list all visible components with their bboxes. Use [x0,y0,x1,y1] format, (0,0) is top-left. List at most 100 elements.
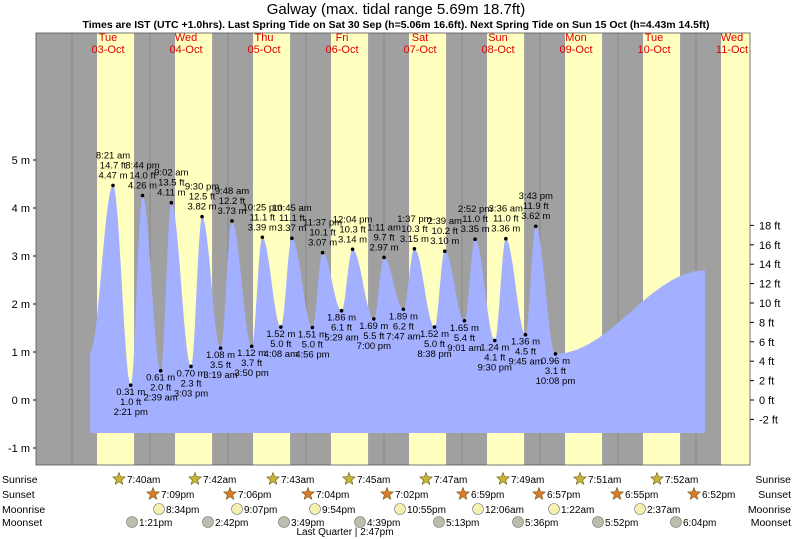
day-name-label: Tue [99,32,118,44]
tide-label: 13.5 ft [158,178,185,189]
row-time: 7:40am [127,475,160,486]
tide-label: 4.5 ft [515,347,536,358]
sunrise-icon [496,471,510,485]
tide-point [128,383,133,387]
row-time: 7:45am [357,475,390,486]
row-label-left: Sunset [2,489,35,501]
tide-label: 1.12 m [237,348,266,359]
row-time: 7:02pm [395,490,428,501]
row-time: 4:39pm [367,518,400,529]
tide-curve [90,185,705,433]
right-tick-label: 14 ft [759,259,780,271]
row-label-right: Sunrise [755,474,791,486]
tide-label: 9.7 ft [374,232,395,243]
tide-label: 11.1 ft [279,213,305,224]
tide-point [523,332,528,337]
tide-point [111,183,115,188]
row-time: 5:13pm [446,518,479,529]
tide-label: 3:36 am [489,204,523,215]
day-name-label: Sat [412,32,429,44]
tide-label: 1.08 m [206,350,235,361]
tide-label: 14.0 ft [129,171,156,182]
day-date-label: 03-Oct [91,44,124,56]
tide-label: 1.89 m [389,311,418,322]
axis-ticks: -1 m 0 m 1 m 2 m 3 m 4 m 5 m -2 ft 0 ft 2 ft 4 ft 6… [8,155,780,455]
tide-label: 11.1 ft [249,212,275,223]
tide-point [189,364,193,369]
right-tick-label: 16 ft [759,240,780,252]
moonrise-icon [634,503,646,515]
day-name-label: Sun [488,32,508,44]
tide-point [290,236,294,241]
day-date-label: 07-Oct [403,44,436,56]
day-date-label: 11-Oct [716,44,748,56]
tide-label: 7:47 am [386,331,420,342]
tide-label: 3.7 ft [241,358,262,369]
tide-label: 4.26 m [128,181,157,192]
tide-label: 14.7 ft [100,160,127,171]
row-time: 7:51am [588,475,621,486]
tide-label: 9:01 am [447,343,481,354]
moonrise-icon [394,503,406,515]
moonrise-icon [472,503,484,515]
tide-point [200,214,204,219]
row-time: 6:52pm [702,490,735,501]
tide-label: 2:21 pm [114,407,148,418]
day-name-label: Wed [721,32,743,44]
moonset-icon [202,516,214,528]
tide-point [158,368,163,373]
tide-label: 3.07 m [308,238,337,249]
tide-point [310,325,315,330]
sunset-icon [301,486,315,500]
tide-label: 3.5 ft [210,360,231,371]
tide-label: 12:04 pm [333,214,373,225]
moonset-icon [512,516,524,528]
tide-label: 10:45 am [272,203,312,214]
row-time: 6:55pm [625,490,658,501]
right-tick-label: 8 ft [759,317,774,329]
row-time: 8:34pm [166,505,199,516]
tide-label: 1:37 pm [397,214,431,225]
tide-label: 0.70 m [176,368,205,379]
tide-label: 4.1 ft [484,352,505,363]
tide-label: 3:50 pm [235,368,269,379]
tide-label: 5:29 am [324,333,358,344]
tide-label: 5.4 ft [454,333,475,344]
right-tick-label: 10 ft [759,298,780,310]
row-time: 6:57pm [547,490,580,501]
tide-point [260,235,265,240]
tide-label: 2:39 am [144,393,178,404]
row-time: 7:43am [281,475,314,486]
day-date-label: 06-Oct [325,44,358,56]
tide-label: 2:52 pm [458,204,492,215]
day-name-label: Fri [336,32,349,44]
tide-point [339,308,344,313]
tide-label: 10.1 ft [309,228,336,239]
sunset-icon [610,486,624,500]
row-time: 1:22am [561,505,594,516]
tide-label: 8:21 am [96,150,130,161]
right-tick-label: 4 ft [759,356,774,368]
day-date-label: 10-Oct [637,44,670,56]
tide-point [320,250,325,255]
tide-label: 6.1 ft [331,323,352,334]
moonset-icon [592,516,604,528]
tide-point [553,352,558,356]
moon-phase-label: Last Quarter | 2:47pm [296,527,393,538]
row-label-right: Sunset [758,489,791,501]
row-label-left: Sunrise [2,474,38,486]
day-date-label: 09-Oct [559,44,592,56]
tide-label: 1.52 m [266,329,295,340]
sunset-icon [687,486,701,500]
row-time: 5:36pm [525,518,558,529]
left-tick-label: 1 m [12,347,30,359]
tide-label: 6.2 ft [393,321,414,332]
tide-label: 2.3 ft [180,378,201,389]
tide-label: 0.31 m [116,387,145,398]
plot-frame [35,32,751,466]
tide-label: 3.73 m [217,206,246,217]
sunrise-icon [419,471,433,485]
tide-label: 10:08 pm [536,376,576,387]
sunset-icon [456,486,470,500]
